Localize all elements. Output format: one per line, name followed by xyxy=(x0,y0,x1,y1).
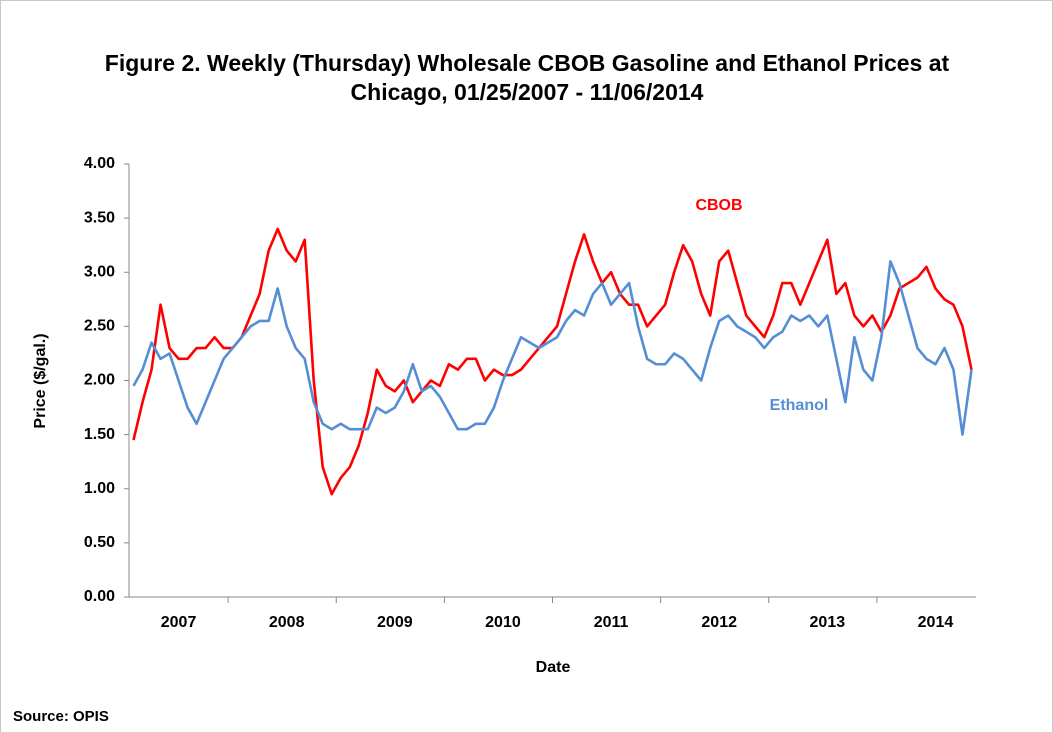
y-tick-label: 3.50 xyxy=(84,209,115,226)
legend-label: CBOB xyxy=(695,197,742,214)
x-axis-label: Date xyxy=(536,659,571,676)
source-note: Source: OPIS xyxy=(13,708,109,725)
x-tick-label: 2012 xyxy=(701,614,737,631)
y-tick-label: 1.50 xyxy=(84,426,115,443)
x-tick-label: 2013 xyxy=(810,614,846,631)
y-axis-label: Price ($/gal.) xyxy=(32,333,49,428)
y-tick-label: 3.00 xyxy=(84,263,115,280)
x-tick-label: 2011 xyxy=(594,614,629,631)
x-tick-label: 2007 xyxy=(161,614,197,631)
y-tick-label: 0.00 xyxy=(84,588,115,605)
x-tick-label: 2008 xyxy=(269,614,305,631)
y-tick-label: 0.50 xyxy=(84,534,115,551)
y-tick-label: 2.50 xyxy=(84,318,115,335)
y-tick-label: 2.00 xyxy=(84,372,115,389)
x-tick-label: 2009 xyxy=(377,614,413,631)
series-line xyxy=(132,260,973,436)
series-line xyxy=(132,227,973,496)
legend-label: Ethanol xyxy=(770,397,829,414)
chart-title: Figure 2. Weekly (Thursday) Wholesale CB… xyxy=(104,50,950,105)
y-tick-label: 1.00 xyxy=(84,480,115,497)
x-tick-label: 2014 xyxy=(918,614,954,631)
y-tick-label: 4.00 xyxy=(84,155,115,172)
x-tick-label: 2010 xyxy=(485,614,521,631)
